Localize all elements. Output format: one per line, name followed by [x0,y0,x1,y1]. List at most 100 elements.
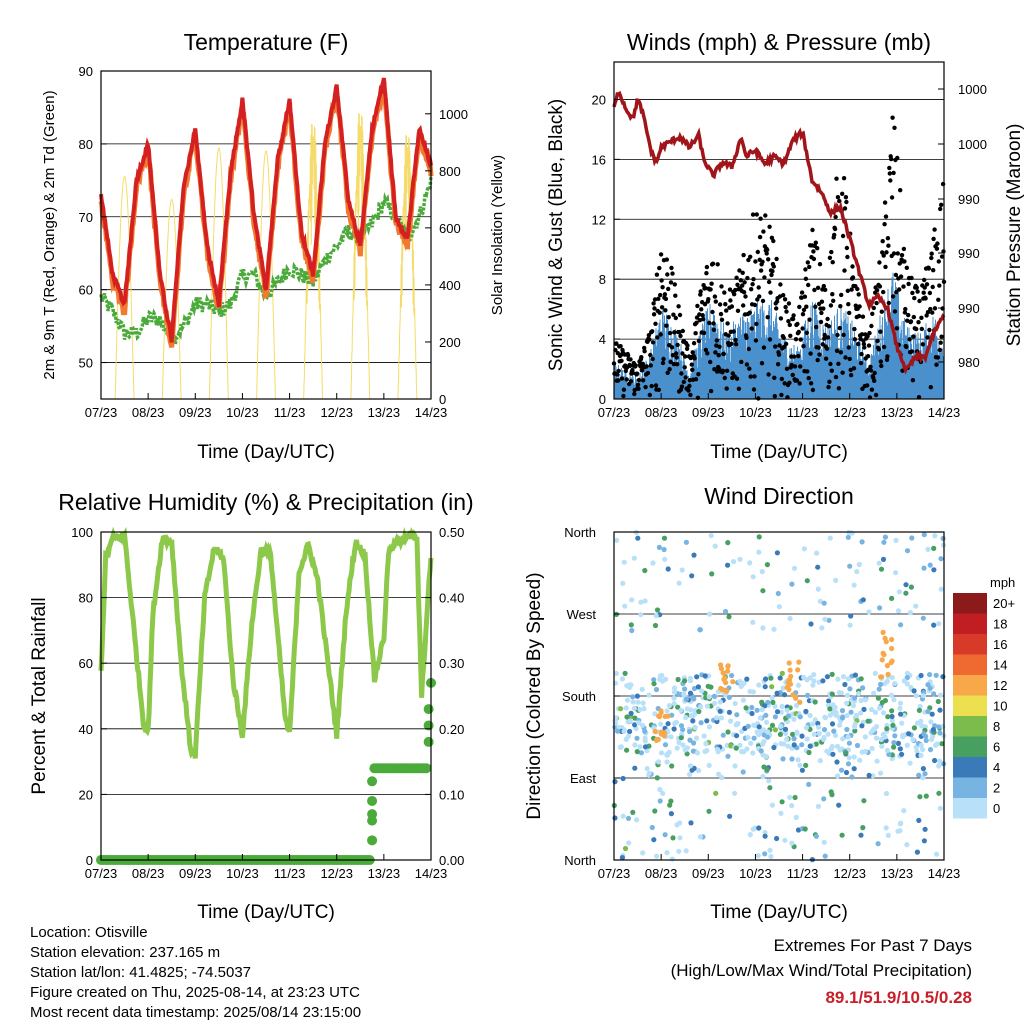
gust-point [692,356,697,361]
legend-label: 10 [993,699,1007,714]
pressure-ytick-label: 1000 [958,82,987,97]
wind-direction-point [826,617,832,623]
wind-direction-point [769,684,775,690]
precipitation-point [367,835,378,846]
wind-direction-point [931,545,937,552]
wind-direction-point [834,759,840,765]
wind-direction-point [656,759,662,765]
gust-point [713,299,718,304]
winds-panel: Winds (mph) & Pressure (mb) 0 4 8 12 16 20 98… [546,29,1024,463]
wind-direction-point [778,810,784,816]
gust-point [733,337,738,343]
wind-direction-point [774,835,780,842]
wind-direction-point [901,808,907,814]
wind-direction-point [664,850,670,856]
wind-direction-point [769,722,776,729]
gust-point [898,274,904,279]
wind-direction-point [759,569,765,575]
gust-point [929,251,934,256]
gust-point [844,245,850,251]
wind-direction-point [630,809,636,816]
wind-direction-point [858,676,864,682]
wind-direction-point [698,704,704,710]
gust-point [794,378,800,383]
wind-direction-point [637,744,643,750]
wind-direction-point [824,674,831,680]
temperature-ytick-label: 60 [79,283,93,298]
wind-direction-point [895,740,902,747]
wind-direction-point [762,833,768,839]
gust-point [884,250,889,255]
wind-direction-point [928,719,934,725]
wind-direction-point [916,772,922,778]
gust-point [910,290,915,296]
wind-direction-point [747,560,753,566]
gust-point [660,285,665,290]
wind-direction-point [876,705,883,711]
pressure-y-ticks: 980 990 990 990 1000 1000 [938,82,987,370]
wind-direction-point [860,597,866,603]
humidity-xtick-label: 09/23 [179,866,212,881]
gust-point [795,321,800,327]
precip-ytick-label: 0.00 [439,853,464,868]
gust-point [722,375,727,381]
gust-point [938,340,943,345]
wind-direction-point [768,853,774,860]
gust-point [679,384,685,389]
wind-direction-point [786,677,793,683]
gust-point [668,359,673,365]
gust-point [734,275,739,280]
gust-point [720,368,726,373]
humidity-xtick-label: 12/23 [320,866,353,881]
gust-point [667,367,672,372]
wind-direction-point [683,539,690,545]
winds-ytick-label: 8 [599,272,606,287]
wind-direction-point [830,751,836,757]
gust-point [640,368,645,373]
wind-direction-point [885,714,891,720]
wind-direction-point [850,703,857,709]
wind-direction-point [837,747,843,753]
wind-direction-point [838,690,844,696]
gust-point [646,333,652,338]
gust-point [939,334,944,339]
gust-point [791,354,797,359]
wind-direction-point [717,699,723,705]
wind-direction-point [795,827,802,833]
gust-point [656,296,661,301]
gust-point [739,359,744,365]
legend-swatch [953,654,987,675]
legend-label: 6 [993,740,1000,755]
wind-direction-point [787,794,793,800]
gust-point [895,155,900,161]
temperature-xtick-label: 10/23 [226,405,259,420]
wind-direction-point [806,781,812,788]
wind-direction-point [634,693,641,699]
gust-point [699,307,704,312]
gust-point [653,383,659,388]
wind-direction-point [672,720,678,727]
gust-point [698,289,703,294]
wind-direction-point [725,729,731,735]
gust-point [658,292,663,298]
wind-direction-point [624,747,630,753]
wind-direction-point [892,681,898,687]
gust-point [872,370,877,376]
gust-point [754,321,759,327]
gust-point [678,333,683,339]
wind-direction-point [657,673,663,679]
gust-point [736,386,742,391]
wind-direction-point [706,762,712,769]
gust-point [732,292,737,297]
gust-point [855,286,860,292]
wind-direction-point [719,774,725,781]
gust-point [729,341,734,347]
gust-point [741,303,746,308]
wind-direction-ytick-label: North [564,525,596,540]
gust-point [686,388,691,393]
extremes-subheading: (High/Low/Max Wind/Total Precipitation) [671,961,972,980]
wind-direction-point [782,726,789,732]
gust-point [898,188,903,193]
wind-direction-point [669,856,675,862]
wind-direction-point [862,734,869,740]
